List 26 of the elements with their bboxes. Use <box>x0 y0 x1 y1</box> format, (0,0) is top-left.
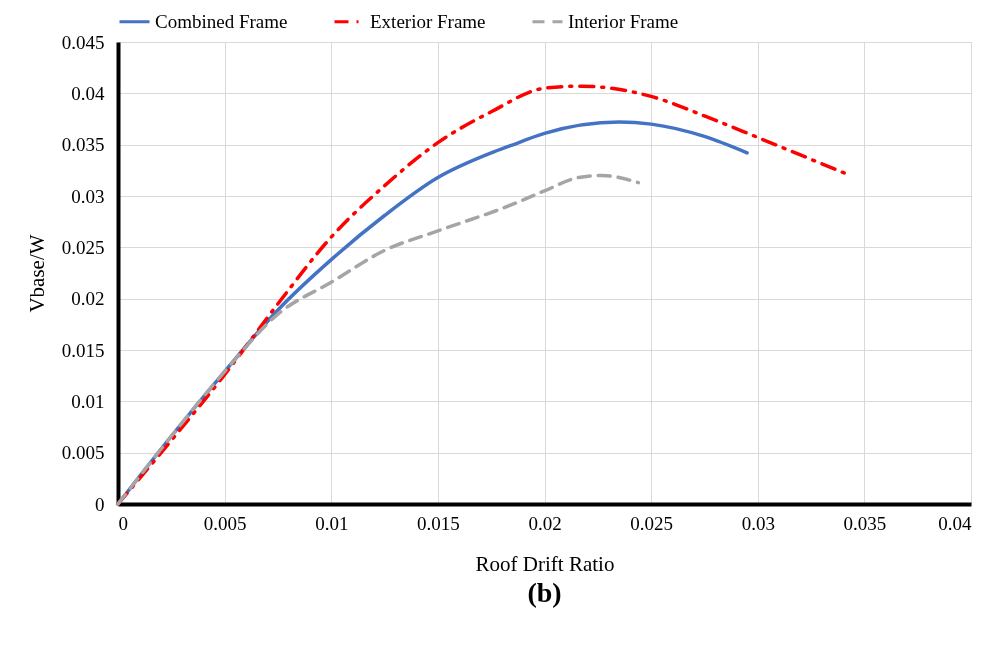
x-tick-label: 0.035 <box>843 512 887 534</box>
legend-label: Interior Frame <box>568 10 679 32</box>
y-tick-label: 0.015 <box>61 339 105 361</box>
x-tick-label: 0 <box>118 512 128 534</box>
x-tick-label: 0.04 <box>938 512 972 534</box>
x-axis-title: Roof Drift Ratio <box>475 551 615 576</box>
x-tick-label: 0.005 <box>203 512 247 534</box>
text: (b) <box>527 577 562 608</box>
x-tick-label: 0.02 <box>528 512 562 534</box>
y-tick-label: 0.045 <box>61 31 105 53</box>
y-tick-label: 0.01 <box>71 390 105 412</box>
y-axis-title: Vbase/W <box>24 234 49 313</box>
y-tick-label: 0 <box>95 493 105 515</box>
x-tick-label: 0.025 <box>630 512 673 534</box>
x-tick-label: 0.03 <box>741 512 775 534</box>
legend-label: Exterior Frame <box>370 10 486 32</box>
y-tick-label: 0.035 <box>61 134 105 156</box>
x-tick-label: 0.015 <box>417 512 460 534</box>
y-tick-label: 0.005 <box>61 442 105 464</box>
legend-label: Combined Frame <box>155 10 288 32</box>
y-tick-label: 0.02 <box>71 288 105 310</box>
x-tick-label: 0.01 <box>315 512 349 534</box>
y-tick-label: 0.03 <box>71 185 105 207</box>
y-tick-label: 0.04 <box>71 82 105 104</box>
line-series <box>116 173 641 506</box>
y-tick-label: 0.025 <box>61 236 105 258</box>
